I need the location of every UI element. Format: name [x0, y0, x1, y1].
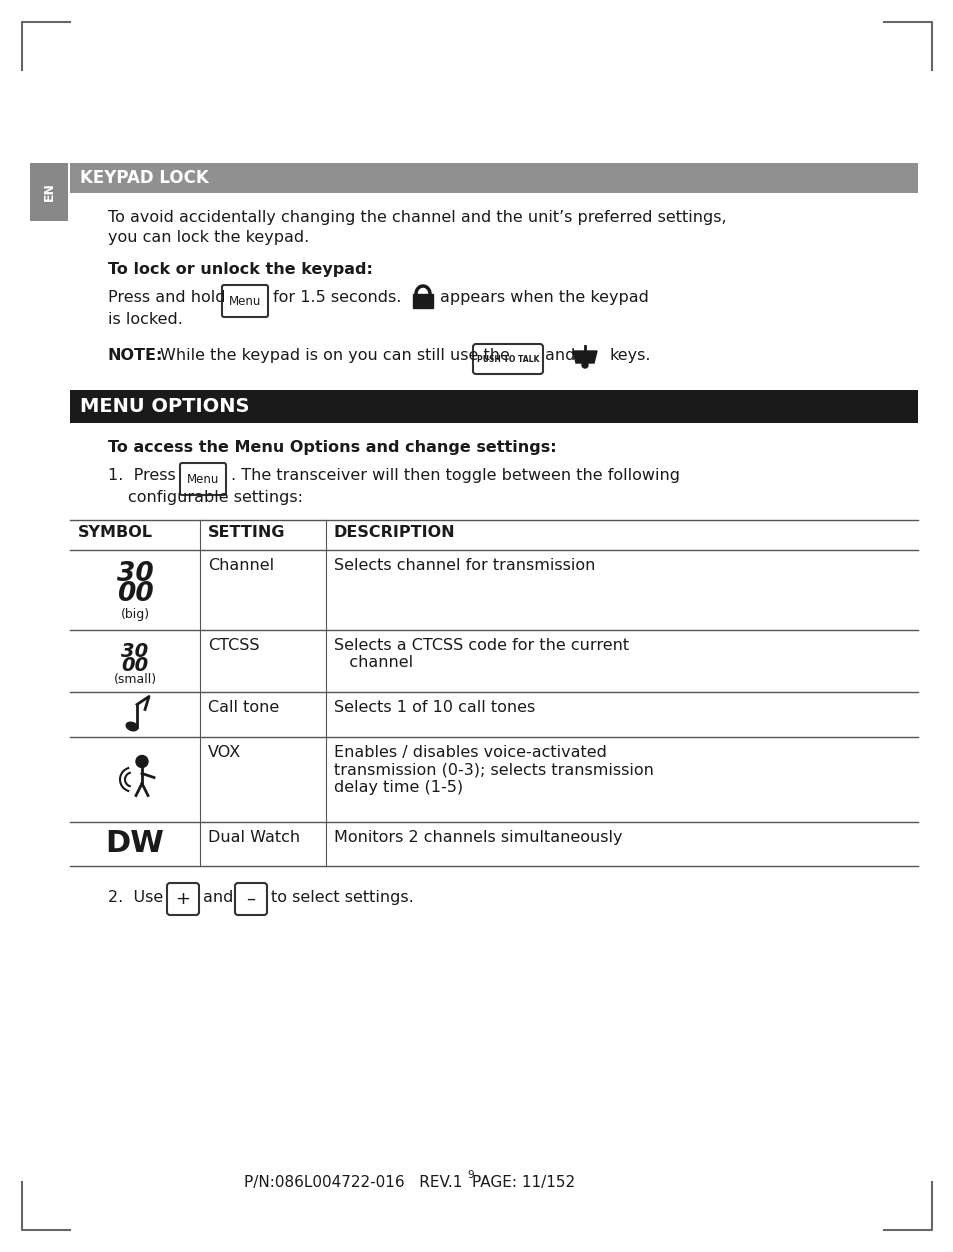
- Text: Call tone: Call tone: [208, 700, 279, 715]
- Text: . The transceiver will then toggle between the following: . The transceiver will then toggle betwe…: [231, 468, 679, 483]
- Text: configurable settings:: configurable settings:: [128, 490, 303, 505]
- Text: you can lock the keypad.: you can lock the keypad.: [108, 230, 309, 245]
- Bar: [70, 163, 917, 193]
- Text: (small): (small): [113, 672, 156, 686]
- Bar: [413, 294, 433, 308]
- Text: 2.  Use: 2. Use: [108, 890, 163, 905]
- Bar: [70, 391, 917, 423]
- Text: (big): (big): [120, 607, 150, 621]
- Circle shape: [136, 755, 148, 767]
- Text: 9: 9: [467, 1171, 473, 1179]
- Text: Monitors 2 channels simultaneously: Monitors 2 channels simultaneously: [334, 830, 622, 845]
- Text: PAGE: 11/152: PAGE: 11/152: [472, 1174, 575, 1189]
- Polygon shape: [573, 351, 597, 363]
- Text: Menu: Menu: [187, 472, 219, 486]
- Text: To avoid accidentally changing the channel and the unit’s preferred settings,: To avoid accidentally changing the chann…: [108, 210, 726, 225]
- Text: DW: DW: [106, 830, 164, 859]
- Text: 00: 00: [121, 656, 149, 675]
- Text: EN: EN: [43, 183, 55, 202]
- Text: appears when the keypad: appears when the keypad: [439, 290, 648, 305]
- Text: DESCRIPTION: DESCRIPTION: [334, 525, 456, 540]
- Text: 00: 00: [116, 581, 153, 607]
- Text: and: and: [544, 348, 575, 363]
- Text: Selects channel for transmission: Selects channel for transmission: [334, 558, 595, 573]
- Text: to select settings.: to select settings.: [271, 890, 414, 905]
- FancyBboxPatch shape: [222, 285, 268, 317]
- Text: 30: 30: [116, 561, 153, 587]
- Text: Dual Watch: Dual Watch: [208, 830, 300, 845]
- Text: KEYPAD LOCK: KEYPAD LOCK: [80, 169, 209, 187]
- FancyBboxPatch shape: [167, 883, 199, 915]
- Text: keys.: keys.: [609, 348, 651, 363]
- Text: 1.  Press: 1. Press: [108, 468, 175, 483]
- Bar: [30, 163, 68, 222]
- Circle shape: [581, 362, 587, 368]
- Text: MENU OPTIONS: MENU OPTIONS: [80, 397, 250, 416]
- Ellipse shape: [126, 722, 137, 731]
- FancyBboxPatch shape: [234, 883, 267, 915]
- Text: SYMBOL: SYMBOL: [78, 525, 152, 540]
- Text: Press and hold: Press and hold: [108, 290, 225, 305]
- Text: Menu: Menu: [229, 294, 261, 308]
- Text: NOTE:: NOTE:: [108, 348, 163, 363]
- Text: –: –: [246, 890, 255, 908]
- Text: Channel: Channel: [208, 558, 274, 573]
- Text: PUSH TO TALK: PUSH TO TALK: [476, 354, 538, 363]
- Text: for 1.5 seconds.: for 1.5 seconds.: [273, 290, 401, 305]
- Text: is locked.: is locked.: [108, 312, 183, 327]
- Text: and: and: [203, 890, 233, 905]
- Text: To access the Menu Options and change settings:: To access the Menu Options and change se…: [108, 439, 556, 454]
- Text: Selects a CTCSS code for the current
   channel: Selects a CTCSS code for the current cha…: [334, 639, 628, 670]
- Text: Enables / disables voice-activated
transmission (0-3); selects transmission
dela: Enables / disables voice-activated trans…: [334, 745, 653, 795]
- Text: P/N:086L004722-016   REV.1: P/N:086L004722-016 REV.1: [244, 1174, 467, 1189]
- Text: SETTING: SETTING: [208, 525, 285, 540]
- Text: VOX: VOX: [208, 745, 241, 760]
- FancyBboxPatch shape: [473, 344, 542, 374]
- FancyBboxPatch shape: [180, 463, 226, 495]
- Text: 30: 30: [121, 641, 149, 661]
- Text: While the keypad is on you can still use the: While the keypad is on you can still use…: [160, 348, 509, 363]
- Text: Selects 1 of 10 call tones: Selects 1 of 10 call tones: [334, 700, 535, 715]
- Text: CTCSS: CTCSS: [208, 639, 259, 654]
- Text: +: +: [175, 890, 191, 908]
- Text: To lock or unlock the keypad:: To lock or unlock the keypad:: [108, 262, 373, 277]
